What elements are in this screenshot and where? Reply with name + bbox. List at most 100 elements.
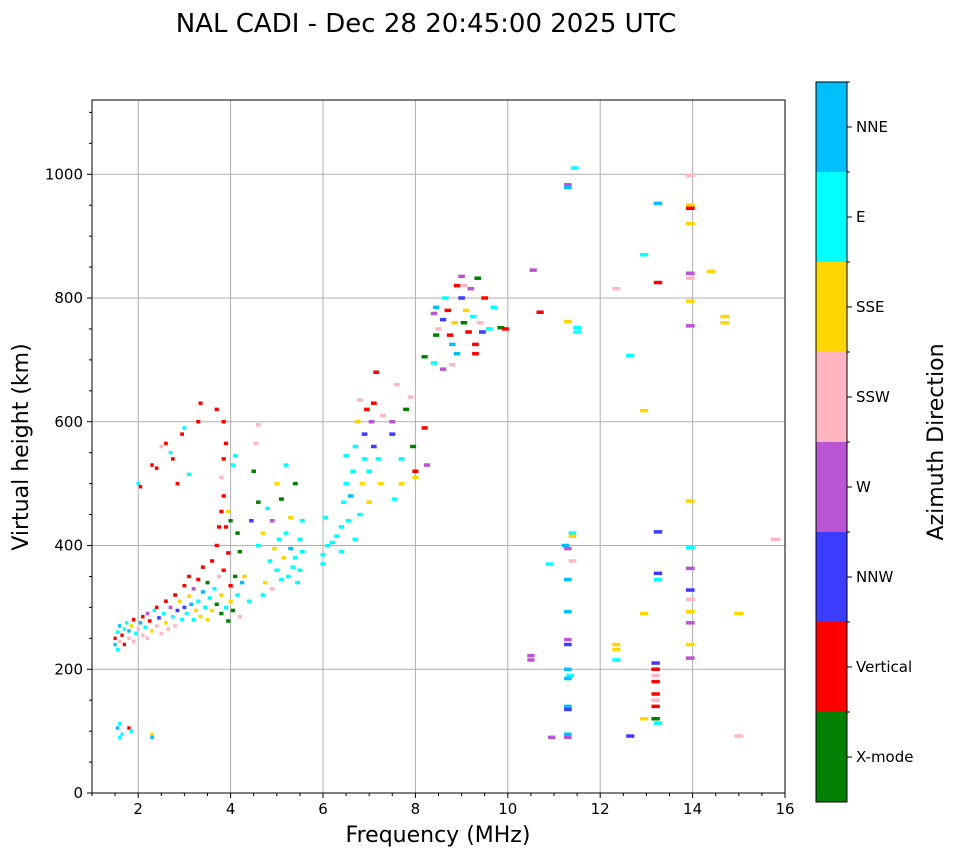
data-point-nne [138,621,143,625]
data-point-ssw [166,627,171,631]
data-point-e [343,454,349,458]
data-point-e [485,327,493,331]
data-point-e [143,625,147,629]
data-point-e [375,457,382,461]
data-point-e [223,605,229,610]
data-point-e [626,353,635,358]
data-point-ssw [651,673,660,678]
data-point-w [423,463,431,467]
data-point-vertical [173,593,178,597]
data-point-e [180,618,185,622]
colorbar-label: Azimuth Direction [924,343,949,540]
data-point-e [203,605,208,610]
data-point-sse [177,599,182,603]
data-point-e [350,469,356,473]
data-point-e [285,574,291,579]
data-point-e [366,469,373,473]
data-point-ssw [136,627,140,631]
data-point-nnw [564,707,572,712]
data-point-ssw [770,537,781,542]
data-point-sse [451,321,458,325]
colorbar-label-e: E [856,208,865,226]
data-point-ssw [407,395,414,399]
data-point-e [442,296,449,300]
data-point-sse [398,481,405,486]
data-point-w [527,658,535,662]
data-point-sse [564,319,572,324]
data-point-w [191,587,196,591]
data-point-sse [412,475,419,480]
colorbar-swatch-nne [816,82,847,172]
data-point-nne [127,629,131,633]
data-point-e [115,630,120,634]
data-point-nnw [653,530,663,534]
data-point-nnw [479,330,486,334]
data-point-e [207,596,212,600]
data-point-e [191,618,196,622]
data-point-w [564,637,572,642]
colorbar-label-sse: SSE [856,298,885,316]
data-point-nnw [370,444,377,449]
data-point-e [573,325,581,330]
data-point-vertical [653,280,663,285]
data-point-sse [462,308,470,313]
x-tick-label: 16 [775,800,794,818]
data-point-nnw [361,432,368,436]
data-point-nne [347,494,354,498]
data-point-nnw [458,296,465,300]
data-point-sse [685,222,695,226]
data-point-w [467,286,475,291]
data-point-x-mode [410,444,417,449]
data-point-nnw [439,317,447,322]
data-point-e [292,556,298,560]
chart-title: NAL CADI - Dec 28 20:45:00 2025 UTC [176,9,676,39]
data-point-ssw [651,698,660,702]
data-point-nnw [653,571,663,576]
data-point-ssw [685,276,695,280]
x-tick-label: 14 [683,800,702,818]
data-point-e [256,543,261,548]
data-point-ssw [476,321,484,325]
x-tick-label: 4 [226,800,236,818]
data-point-nne [653,201,663,206]
data-point-x-mode [214,602,219,607]
data-point-vertical [131,618,136,622]
data-point-vertical [651,692,660,696]
data-point-nnw [685,588,695,592]
data-point-x-mode [433,333,440,337]
data-point-w [685,656,695,660]
data-point-e [653,721,663,725]
colorbar-frame [815,81,848,803]
data-point-ssw [435,327,442,331]
x-tick-label: 8 [411,800,421,818]
data-point-ssw [131,639,136,644]
data-point-vertical [196,577,201,582]
data-point-vertical [221,457,226,461]
data-point-ssw [127,636,131,641]
data-point-e [283,531,289,535]
data-point-e [320,562,326,566]
data-point-vertical [226,551,231,555]
data-point-nne [564,704,572,709]
data-point-sse [193,608,198,613]
colorbar-swatch-sse [816,262,847,352]
data-point-sse [359,481,366,486]
data-point-e [170,614,175,619]
data-point-e [352,444,359,449]
data-point-vertical [198,401,203,405]
data-point-ssw [460,283,468,288]
data-point-vertical [453,283,461,288]
data-point-ssw [219,475,224,480]
data-point-ssw [734,734,744,738]
data-point-e [338,549,345,554]
data-point-nnw [249,519,254,523]
data-point-sse [366,500,373,504]
data-point-sse [150,732,154,736]
data-point-vertical [412,469,419,473]
data-point-e [490,305,498,310]
data-point-sse [262,580,268,585]
data-point-vertical [223,441,229,446]
data-point-vertical [421,426,428,430]
